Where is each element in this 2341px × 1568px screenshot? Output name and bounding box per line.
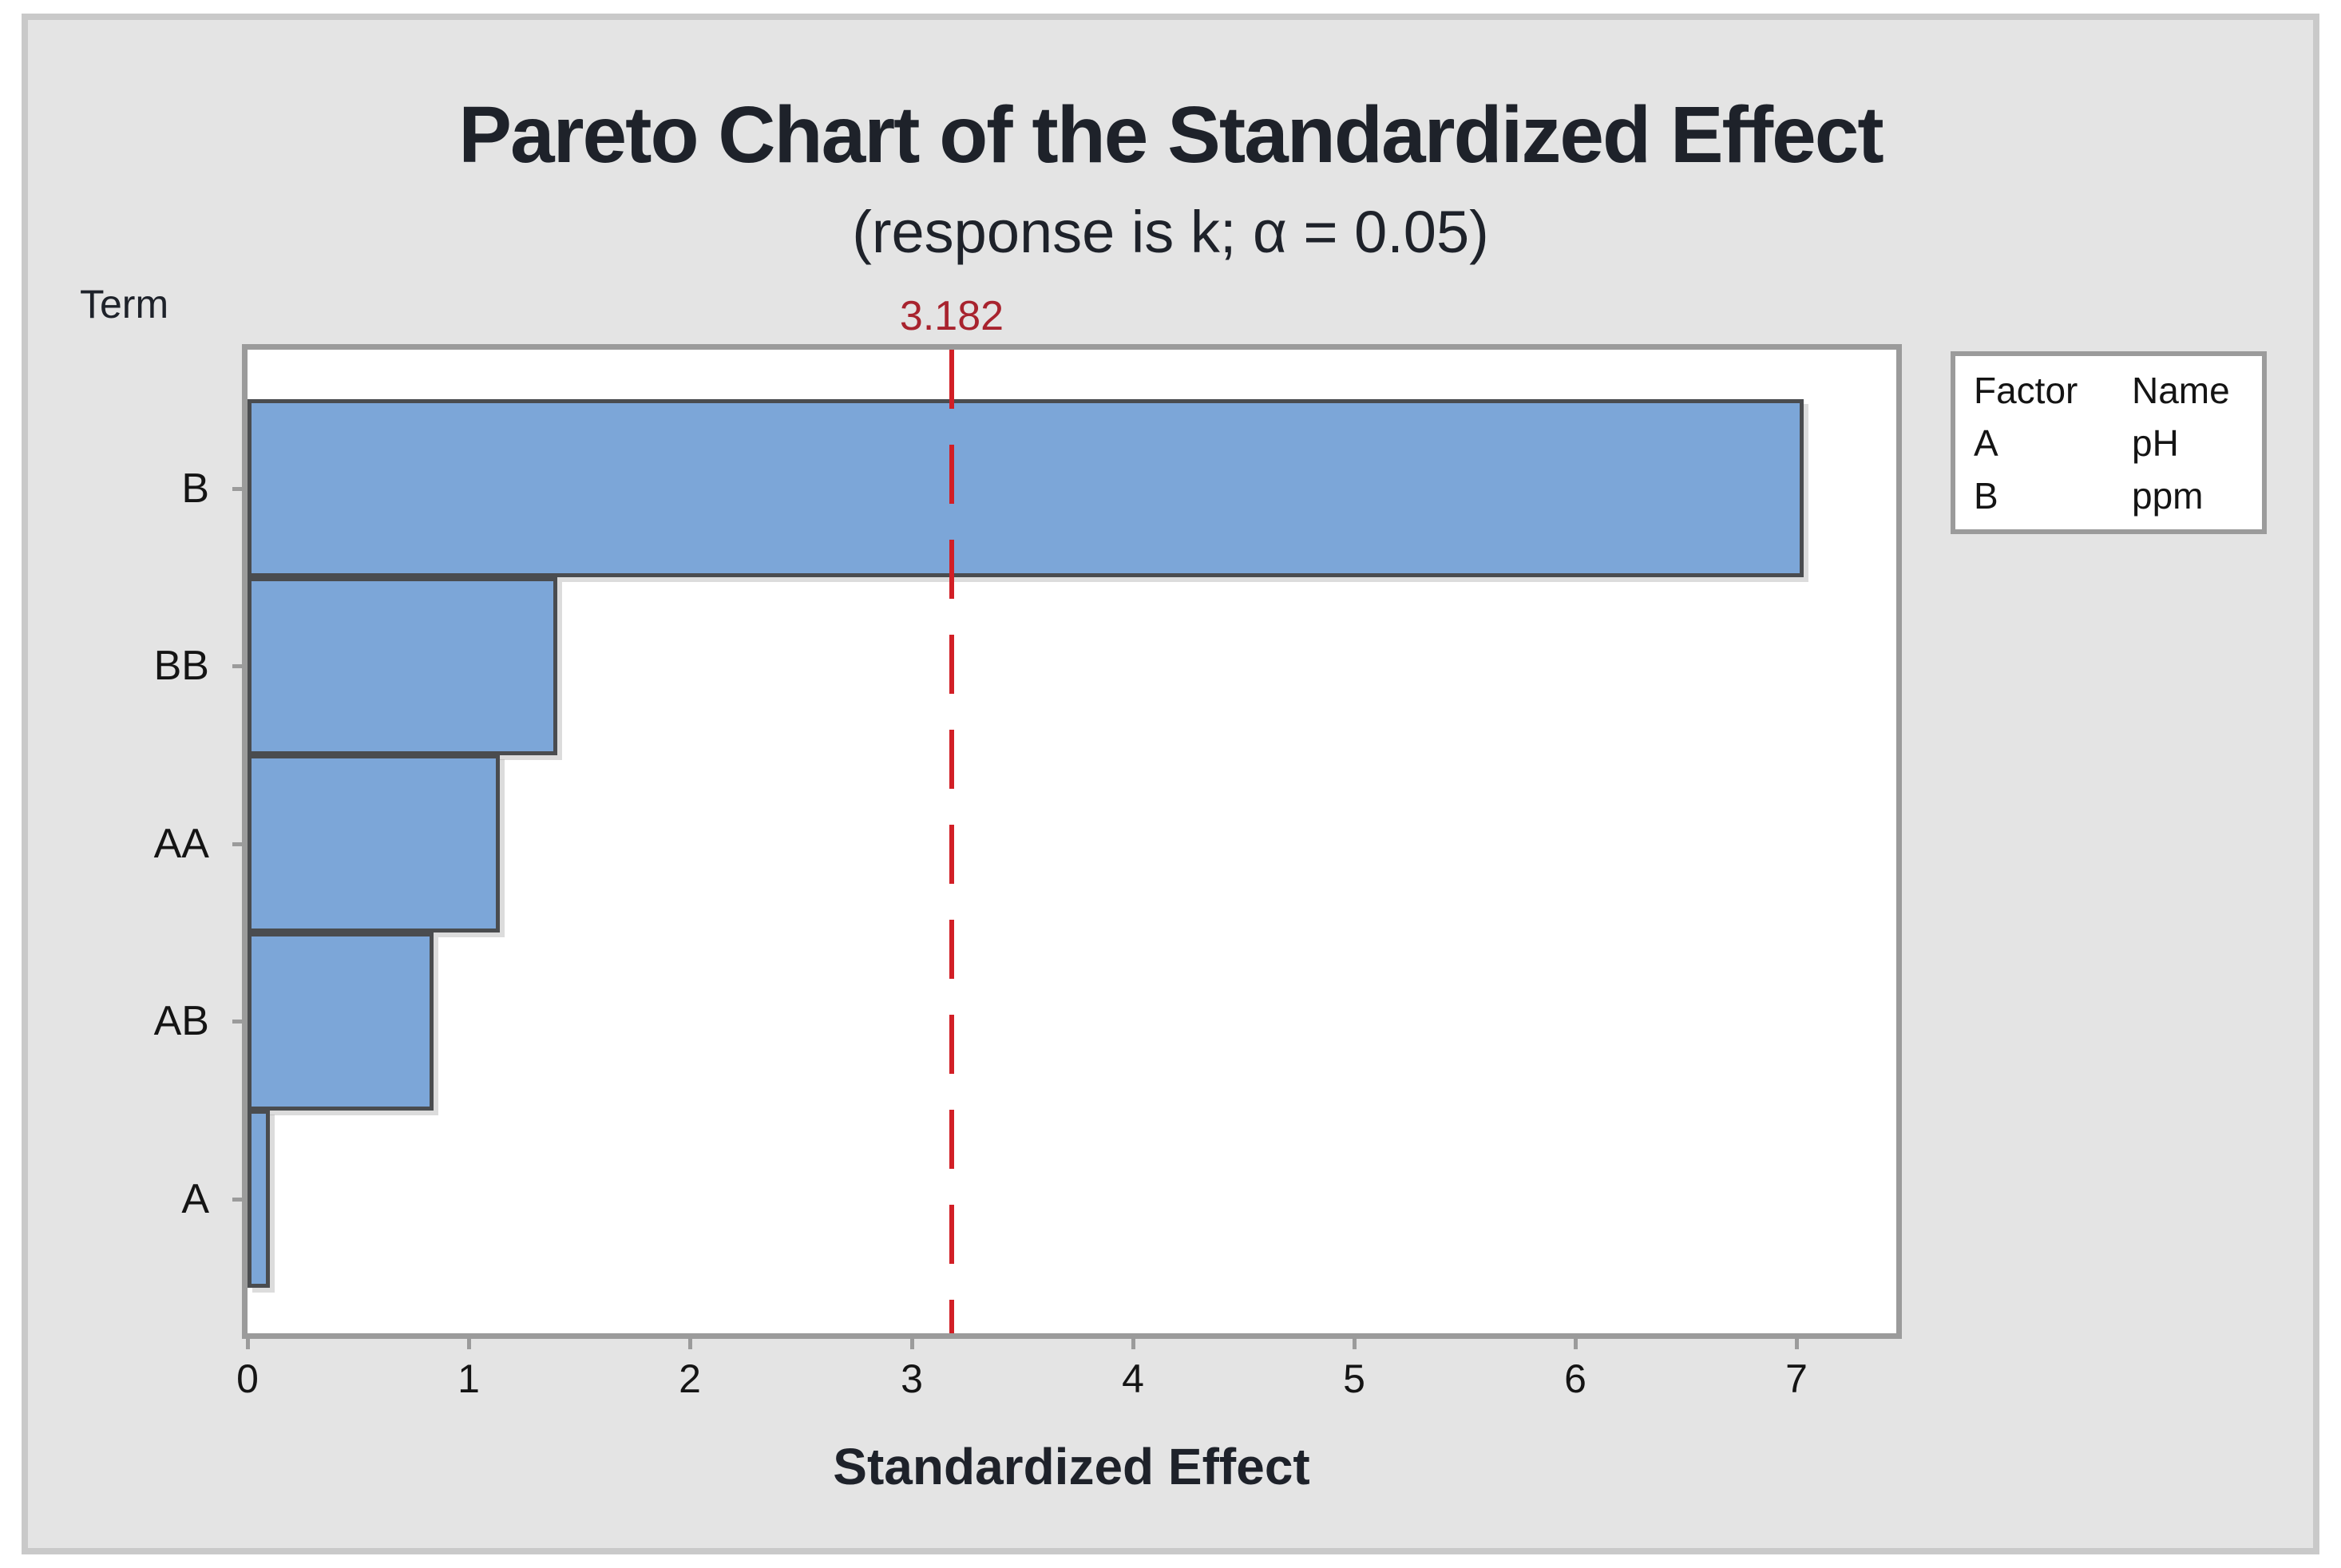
x-tick-label-3: 3 bbox=[901, 1356, 923, 1401]
y-tick-label-B: B bbox=[181, 465, 209, 512]
x-tick-label-7: 7 bbox=[1785, 1356, 1808, 1401]
x-tick-label-5: 5 bbox=[1343, 1356, 1365, 1401]
x-tick-3 bbox=[910, 1339, 914, 1349]
x-tick-1 bbox=[467, 1339, 471, 1349]
x-tick-2 bbox=[688, 1339, 692, 1349]
plot-area bbox=[232, 344, 1902, 1349]
reference-line-label: 3.182 bbox=[899, 293, 1004, 339]
x-tick-label-6: 6 bbox=[1564, 1356, 1586, 1401]
reference-line bbox=[949, 350, 954, 1333]
chart-subtitle: (response is k; α = 0.05) bbox=[852, 199, 1489, 265]
x-tick-6 bbox=[1574, 1339, 1578, 1349]
legend-header: Factor Name bbox=[1974, 364, 2262, 417]
y-tick-B bbox=[232, 487, 242, 491]
legend-row-A-factor: A bbox=[1974, 422, 1998, 464]
bar-A bbox=[248, 1110, 270, 1288]
chart-title: Pareto Chart of the Standardized Effect bbox=[458, 90, 1883, 180]
legend-row-B-name: ppm bbox=[2132, 475, 2204, 517]
legend-row-A-name: pH bbox=[2132, 422, 2179, 464]
legend-header-name: Name bbox=[2132, 370, 2230, 411]
bar-AA bbox=[248, 754, 500, 932]
y-tick-label-AB: AB bbox=[153, 998, 209, 1044]
y-tick-label-AA: AA bbox=[153, 821, 209, 867]
x-tick-label-1: 1 bbox=[458, 1356, 480, 1401]
y-tick-AA bbox=[232, 842, 242, 846]
x-tick-0 bbox=[246, 1339, 250, 1349]
legend-header-factor: Factor bbox=[1974, 370, 2078, 411]
x-tick-5 bbox=[1353, 1339, 1357, 1349]
y-tick-label-A: A bbox=[181, 1176, 209, 1222]
legend-row-B-factor: B bbox=[1974, 475, 1998, 517]
x-axis-title: Standardized Effect bbox=[833, 1438, 1310, 1495]
x-tick-7 bbox=[1795, 1339, 1799, 1349]
y-tick-A bbox=[232, 1198, 242, 1202]
y-axis-title: Term bbox=[80, 282, 169, 327]
x-tick-label-4: 4 bbox=[1122, 1356, 1144, 1401]
y-tick-BB bbox=[232, 664, 242, 668]
bar-B bbox=[248, 399, 1804, 577]
x-tick-label-2: 2 bbox=[679, 1356, 701, 1401]
y-tick-AB bbox=[232, 1020, 242, 1024]
x-tick-label-0: 0 bbox=[236, 1356, 259, 1401]
bar-AB bbox=[248, 932, 434, 1111]
bar-BB bbox=[248, 577, 557, 755]
x-tick-4 bbox=[1131, 1339, 1135, 1349]
y-tick-label-BB: BB bbox=[153, 643, 209, 689]
